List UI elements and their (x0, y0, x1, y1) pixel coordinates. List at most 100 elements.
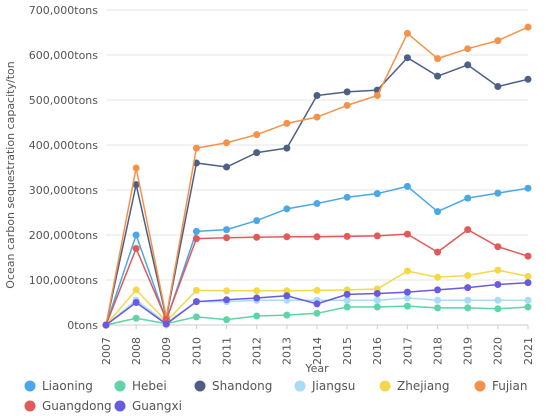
data-point (313, 200, 321, 207)
data-point (403, 288, 411, 296)
data-point (494, 281, 502, 288)
data-point (494, 266, 502, 274)
data-point (343, 101, 351, 109)
data-point (343, 193, 351, 201)
data-point (253, 149, 261, 157)
data-point (192, 227, 200, 235)
legend-label: Fujian (492, 379, 527, 393)
x-tick-label: 2012 (251, 337, 264, 365)
data-point (464, 61, 472, 69)
x-tick-label: 2011 (220, 337, 233, 365)
data-point (313, 113, 321, 121)
data-point (434, 72, 442, 80)
data-point (464, 272, 472, 279)
data-point (403, 54, 411, 62)
legend-swatch (114, 380, 126, 392)
data-point (223, 226, 231, 234)
data-point (464, 304, 472, 312)
data-point (283, 287, 291, 295)
data-point (343, 88, 351, 96)
data-point (343, 296, 351, 304)
gridlines (106, 9, 528, 326)
legend: Liaoning Hebei Shandong Jiangsu Zhejiang Fuji… (24, 379, 528, 413)
legend-item-jiangsu[interactable]: Jiangsu (294, 379, 356, 393)
x-tick-label: 2009 (160, 337, 173, 365)
legend-swatch (379, 380, 391, 392)
data-point (253, 287, 261, 295)
legend-label: Guangdong (42, 399, 112, 413)
data-point (283, 144, 291, 152)
data-point (373, 232, 381, 240)
data-point (283, 292, 291, 300)
data-point (253, 233, 261, 241)
data-point (373, 92, 381, 99)
data-point (494, 296, 502, 304)
data-point (373, 190, 381, 198)
data-point (403, 230, 411, 238)
y-tick-label: 200,000tons (29, 229, 99, 242)
legend-item-shandong[interactable]: Shandong (194, 379, 273, 393)
data-point (373, 290, 381, 297)
data-point (524, 272, 532, 280)
x-tick-label: 2018 (431, 337, 444, 365)
data-point (494, 305, 502, 313)
data-point (403, 294, 411, 302)
data-point (434, 304, 442, 312)
data-point (464, 296, 472, 304)
series-fujian (102, 23, 532, 329)
data-point (253, 312, 261, 320)
legend-item-guangdong[interactable]: Guangdong (24, 399, 112, 413)
data-point (434, 296, 442, 304)
legend-item-guangxi[interactable]: Guangxi (114, 399, 182, 413)
data-point (343, 232, 351, 240)
data-point (132, 164, 140, 172)
data-point (283, 205, 291, 213)
data-point (253, 131, 261, 139)
data-point (223, 296, 231, 304)
data-point (313, 300, 321, 308)
legend-item-liaoning[interactable]: Liaoning (24, 379, 93, 393)
data-point (403, 267, 411, 275)
data-point (132, 245, 140, 252)
x-tick-label: 2013 (281, 337, 294, 365)
data-point (524, 296, 532, 304)
data-point (192, 313, 200, 321)
data-point (192, 144, 200, 152)
data-point (524, 252, 532, 260)
x-tick-label: 2010 (190, 337, 203, 365)
data-point (223, 287, 231, 295)
legend-swatch (24, 400, 36, 412)
data-point (223, 234, 231, 242)
y-tick-label: 300,000tons (29, 184, 99, 197)
series-shandong (102, 54, 532, 329)
legend-item-hebei[interactable]: Hebei (114, 379, 167, 393)
y-tick-label: 600,000tons (29, 49, 99, 62)
data-point (524, 184, 532, 192)
data-point (162, 320, 170, 328)
data-point (464, 194, 472, 202)
data-point (192, 298, 200, 306)
x-tick-label: 2015 (341, 337, 354, 365)
legend-swatch (24, 380, 36, 392)
data-point (223, 316, 231, 324)
x-tick-label: 2019 (462, 337, 475, 365)
data-point (192, 235, 200, 243)
legend-label: Jiangsu (311, 379, 355, 393)
data-point (253, 294, 261, 302)
legend-label: Liaoning (42, 379, 93, 393)
data-point (524, 75, 532, 83)
data-point (403, 182, 411, 190)
data-point (524, 23, 532, 31)
data-point (223, 139, 231, 147)
legend-item-fujian[interactable]: Fujian (474, 379, 528, 393)
x-tick-label: 2016 (371, 337, 384, 365)
x-tick-label: 2007 (100, 337, 113, 365)
data-point (132, 299, 140, 306)
x-tick-label: 2014 (311, 337, 324, 365)
legend-item-zhejiang[interactable]: Zhejiang (379, 379, 450, 393)
data-point (283, 119, 291, 127)
data-point (494, 189, 502, 197)
data-point (524, 303, 532, 311)
legend-swatch (294, 380, 306, 392)
